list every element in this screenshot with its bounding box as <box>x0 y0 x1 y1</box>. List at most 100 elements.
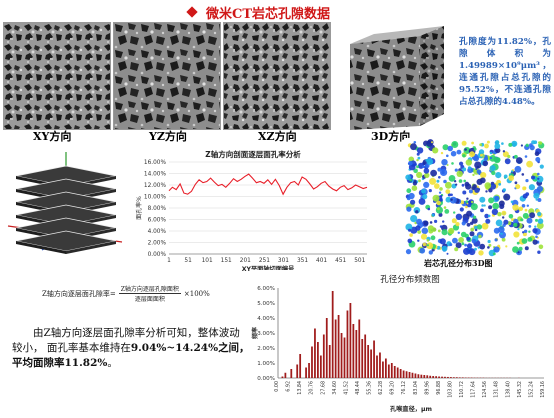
porosity-summary-line2: 1.49989×10⁹μm³，连通孔隙占总孔隙的95.52%，不连通孔隙占总孔隙… <box>459 61 551 107</box>
pore-blob <box>511 170 513 172</box>
pore-blob <box>527 218 533 224</box>
bar-chart-bar <box>282 377 284 379</box>
pore-blob <box>452 218 457 223</box>
pore-blob <box>483 161 489 167</box>
pore-blob <box>530 145 535 150</box>
pore-blob <box>502 216 504 218</box>
bar-chart-y-tick: 6.00% <box>257 286 275 292</box>
pore-blob <box>481 204 484 207</box>
pore-blob <box>448 228 454 234</box>
formula-fraction: Z轴方向逐层孔隙面积 逐层面面积 <box>119 284 181 303</box>
pore-blob <box>522 238 528 244</box>
pore-blob <box>422 194 427 199</box>
bar-chart-bar <box>290 369 292 378</box>
pore-blob <box>519 247 523 251</box>
pore-blob <box>488 197 494 203</box>
bar-chart-bar <box>341 333 343 378</box>
line-chart-x-tick: 51 <box>184 258 192 264</box>
bar-chart-x-tick: 103.80 <box>448 381 454 398</box>
bar-chart-bar <box>308 363 310 378</box>
pore-blob <box>525 179 528 182</box>
line-chart-y-tick: 6.00% <box>148 218 167 224</box>
pore-blob <box>424 221 429 226</box>
pore-blob <box>467 223 471 227</box>
pore-blob <box>490 152 492 154</box>
bar-chart-bar <box>420 375 422 378</box>
bar-chart-bar <box>376 356 378 379</box>
bar-chart-xlabel: 孔喉直径，μm <box>390 405 432 413</box>
conclusion-average: 11.82% <box>65 357 108 369</box>
pore-blob <box>406 207 411 212</box>
slide-title-text: 微米CT岩芯孔隙数据 <box>206 3 330 22</box>
pore-blob <box>537 198 541 202</box>
pore-blob <box>523 194 528 199</box>
pore-blob <box>513 231 519 237</box>
pore-blob <box>515 184 520 189</box>
pore-blob <box>451 162 454 165</box>
pore-blob <box>492 209 498 215</box>
pore-blob <box>436 180 439 183</box>
pore-blob <box>482 223 489 230</box>
bar-chart-x-tick: 96.88 <box>436 381 442 395</box>
pore-blob <box>429 178 436 185</box>
pore-blob <box>466 237 470 241</box>
line-chart-y-tick: 14.00% <box>144 172 167 178</box>
pore-blob <box>509 173 511 175</box>
pore-blob <box>488 215 491 218</box>
pore-blob <box>440 225 443 228</box>
bar-chart-bar <box>332 291 334 378</box>
pore-blob <box>449 243 452 246</box>
pore-blob <box>532 228 537 233</box>
pore-blob <box>472 239 477 244</box>
bar-chart-bar <box>326 318 328 378</box>
pore-blob <box>459 179 463 183</box>
pore-blob <box>508 175 514 181</box>
line-chart-y-tick: 12.00% <box>144 183 167 189</box>
pore-blob <box>454 247 458 251</box>
bar-chart-bar <box>347 311 349 379</box>
pore-blob <box>539 245 544 250</box>
pore-blob <box>513 223 517 227</box>
pore-blob <box>487 141 490 144</box>
pore-blob <box>519 207 524 212</box>
pore-blob <box>527 237 532 242</box>
pore-blob <box>470 231 475 236</box>
bar-chart-bar <box>444 377 446 378</box>
pore-blob <box>497 212 501 216</box>
bar-chart-y-tick: 4.00% <box>257 316 275 322</box>
conclusion-paragraph: 由Z轴方向逐层面孔隙率分析可知，整体波动较小， 面孔率基本维持在9.04%~14… <box>12 326 250 371</box>
pore-3d-caption: 岩芯孔径分布3D图 <box>424 258 493 269</box>
pore-blob <box>512 246 519 253</box>
line-chart-ylabel: 面孔率% <box>135 196 143 220</box>
bar-chart-bar <box>317 342 319 378</box>
pore-blob <box>458 232 460 234</box>
pore-blob <box>534 226 536 228</box>
pore-blob <box>495 238 498 241</box>
pore-blob <box>427 244 429 246</box>
ct-xz-caption: XZ方向 <box>258 128 297 144</box>
bar-chart-bar <box>459 377 461 378</box>
pore-blob <box>451 151 457 157</box>
bar-chart-x-tick: 145.32 <box>517 381 523 398</box>
pore-blob <box>439 187 443 191</box>
stacked-slices-diagram <box>2 146 130 258</box>
porosity-summary: 孔隙度为11.82%，孔隙体积为1.49989×10⁹μm³，连通孔隙占总孔隙的… <box>459 36 551 108</box>
pore-blob <box>490 157 492 159</box>
bar-chart-bar <box>305 368 307 379</box>
pore-blob <box>441 159 447 165</box>
pore-blob <box>537 212 541 216</box>
pore-blob <box>416 165 419 168</box>
line-chart-series <box>169 174 367 194</box>
pore-blob <box>525 209 528 212</box>
pore-blob <box>434 220 437 223</box>
pore-blob <box>540 165 544 169</box>
bar-chart-y-tick: 3.00% <box>257 331 275 337</box>
line-chart-x-tick: 451 <box>335 258 346 264</box>
pore-blob <box>434 183 440 189</box>
bar-chart-bar <box>394 366 396 378</box>
pore-blob <box>503 150 505 152</box>
line-chart-x-tick: 1 <box>167 258 171 264</box>
pore-blob <box>526 161 533 168</box>
bar-chart-y-tick: 0.00% <box>257 376 275 382</box>
bar-chart-x-tick: 34.60 <box>332 381 338 395</box>
